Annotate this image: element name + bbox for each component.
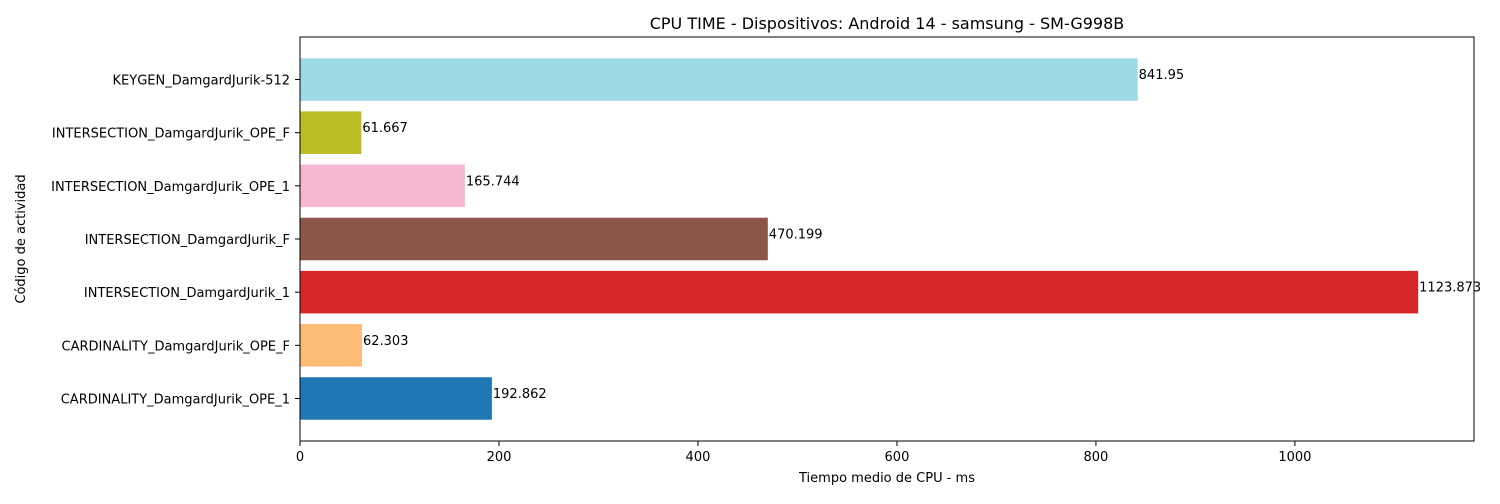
y-tick-label-0: CARDINALITY_DamgardJurik_OPE_1	[61, 392, 290, 407]
chart-title: CPU TIME - Dispositivos: Android 14 - sa…	[650, 14, 1125, 33]
bars-layer	[300, 58, 1419, 420]
bar-2	[300, 270, 1419, 314]
plot-frame	[299, 36, 1475, 442]
bar-6	[300, 58, 1138, 101]
x-tick-label-2: 400	[686, 450, 711, 465]
bar-3	[300, 217, 768, 261]
bar-1	[300, 324, 362, 367]
bar-value-label-0: 192.862	[493, 387, 547, 402]
x-tick-label-5: 1000	[1278, 450, 1311, 465]
bar-value-label-1: 62.303	[363, 334, 409, 349]
bar-value-label-5: 61.667	[362, 121, 408, 136]
bar-value-label-3: 470.199	[769, 228, 823, 243]
y-tick-label-1: CARDINALITY_DamgardJurik_OPE_F	[62, 339, 290, 354]
bar-4	[300, 164, 465, 208]
x-axis-ticks: 0 200 400 600 800 1000	[296, 441, 1311, 465]
x-tick-label-1: 200	[487, 450, 512, 465]
y-tick-label-4: INTERSECTION_DamgardJurik_OPE_1	[51, 180, 290, 195]
x-tick-label-3: 600	[885, 450, 910, 465]
bar-value-label-6: 841.95	[1139, 68, 1185, 83]
y-tick-label-5: INTERSECTION_DamgardJurik_OPE_F	[52, 127, 290, 142]
x-tick-label-4: 800	[1084, 450, 1109, 465]
bar-value-label-4: 165.744	[466, 174, 520, 189]
x-tick-label-0: 0	[296, 450, 304, 465]
bar-value-label-2: 1123.873	[1419, 281, 1481, 296]
value-labels-layer: 192.862 62.303 1123.873 470.199 165.744 61.66…	[362, 68, 1481, 402]
y-axis-label: Código de actividad	[14, 174, 29, 303]
y-tick-label-2: INTERSECTION_DamgardJurik_1	[84, 286, 290, 301]
y-axis-ticks: CARDINALITY_DamgardJurik_OPE_1 CARDINALIT…	[51, 74, 300, 407]
x-axis-label: Tiempo medio de CPU - ms	[798, 471, 975, 486]
bar-5	[300, 111, 362, 154]
y-tick-label-3: INTERSECTION_DamgardJurik_F	[85, 233, 290, 248]
y-tick-label-6: KEYGEN_DamgardJurik-512	[113, 74, 290, 89]
bar-0	[300, 377, 492, 420]
